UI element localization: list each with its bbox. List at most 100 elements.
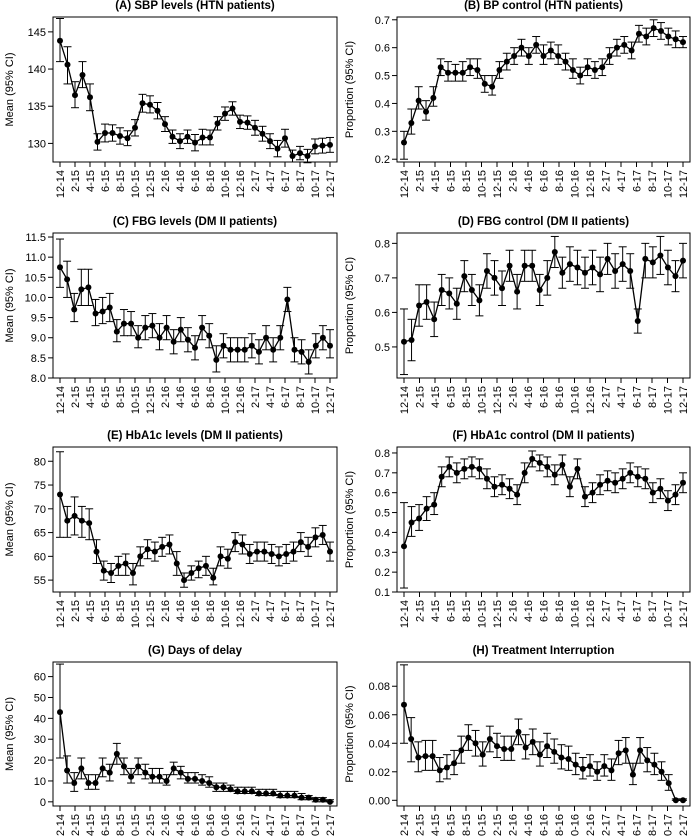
series-line-e: [59, 494, 331, 582]
data-point: [71, 512, 78, 519]
data-point: [401, 543, 407, 550]
series-line-g: [59, 712, 331, 803]
x-tick-label: 4-17: [265, 600, 277, 622]
data-point: [92, 310, 99, 317]
data-point: [680, 257, 686, 264]
data-point: [173, 560, 180, 567]
data-point: [248, 788, 255, 795]
data-point: [78, 765, 85, 772]
data-point: [461, 273, 468, 280]
y-tick-label: 10: [34, 776, 46, 788]
y-tick-label: 0.04: [369, 738, 390, 750]
data-point: [267, 138, 273, 145]
data-point: [544, 743, 551, 750]
data-point: [515, 728, 522, 735]
x-tick-label: 2-17: [601, 600, 613, 622]
data-point: [92, 780, 99, 787]
data-point: [657, 27, 664, 34]
x-tick-label: 8-15: [461, 386, 473, 408]
x-tick-label: 10-17: [310, 600, 322, 628]
y-tick-label: 40: [34, 713, 46, 725]
y-tick-label: 130: [28, 138, 46, 150]
data-point: [579, 765, 586, 772]
x-tick-label: 4-17: [265, 170, 277, 192]
data-point: [169, 133, 176, 140]
data-point: [657, 485, 664, 492]
data-point: [430, 94, 437, 101]
series-line-h: [403, 704, 683, 801]
data-point: [184, 775, 191, 782]
data-point: [156, 773, 163, 780]
data-point: [297, 539, 304, 546]
x-tick-label: 4-16: [523, 170, 535, 192]
data-point: [635, 30, 642, 37]
data-point: [71, 780, 78, 787]
y-tick-label: 0.06: [369, 710, 390, 722]
x-tick-label: 12-15: [492, 170, 504, 198]
data-point: [581, 493, 588, 500]
data-point: [57, 709, 63, 716]
data-point: [207, 134, 213, 141]
data-point: [451, 760, 458, 767]
data-point: [429, 753, 436, 760]
data-point: [128, 320, 135, 327]
data-point: [416, 302, 423, 309]
data-point: [304, 153, 311, 160]
x-tick-label: 12-15: [492, 814, 504, 836]
data-point: [597, 271, 604, 278]
data-point: [57, 264, 63, 271]
x-tick-label: 4-15: [430, 386, 442, 408]
data-point: [312, 796, 319, 803]
x-tick-label: 8-17: [295, 600, 307, 622]
y-axis-label-a: Mean (95% CI): [4, 53, 16, 127]
data-point: [319, 334, 326, 341]
x-tick-label: 10-17: [310, 814, 322, 836]
x-tick-label: 12-16: [235, 600, 247, 628]
x-tick-label: 2-17: [601, 170, 613, 192]
y-tick-label: 10.0: [25, 292, 46, 304]
data-point: [446, 290, 453, 297]
data-point: [438, 473, 445, 480]
x-tick-label: 12-15: [492, 600, 504, 628]
x-tick-label: 12-16: [585, 814, 597, 836]
data-point: [268, 550, 275, 557]
data-point: [122, 560, 129, 567]
data-point: [87, 94, 93, 101]
x-tick-label: 12-14: [55, 600, 67, 628]
data-point: [113, 328, 120, 335]
data-point: [529, 455, 536, 462]
data-point: [102, 130, 108, 136]
data-point: [284, 296, 291, 303]
data-point: [163, 324, 170, 331]
x-tick-label: 6-15: [446, 814, 458, 836]
data-point: [100, 567, 107, 574]
data-point: [151, 548, 158, 555]
x-tick-label: 6-17: [280, 386, 292, 408]
data-point: [486, 735, 493, 742]
x-tick-label: 4-17: [265, 386, 277, 408]
data-point: [85, 284, 92, 291]
data-point: [551, 248, 558, 255]
x-tick-label: 2-15: [415, 170, 427, 192]
data-point: [139, 100, 146, 107]
data-point: [459, 69, 466, 76]
data-point: [115, 562, 122, 569]
y-tick-label: 0.3: [375, 126, 390, 138]
data-point: [64, 61, 71, 68]
x-tick-label: 2-17: [250, 600, 262, 622]
x-tick-label: 10-16: [220, 386, 232, 414]
x-tick-label: 6-16: [190, 386, 202, 408]
x-tick-label: 8-16: [205, 814, 217, 836]
data-point: [680, 39, 686, 46]
x-tick-label: 4-16: [523, 600, 535, 622]
data-point: [319, 142, 326, 149]
data-point: [220, 342, 227, 349]
data-point: [305, 358, 312, 365]
x-tick-label: 10-16: [570, 600, 582, 628]
data-point: [283, 550, 290, 557]
x-tick-label: 4-17: [616, 170, 628, 192]
data-point: [525, 53, 532, 60]
data-point: [599, 64, 606, 71]
data-point: [664, 264, 671, 271]
data-point: [214, 120, 221, 127]
